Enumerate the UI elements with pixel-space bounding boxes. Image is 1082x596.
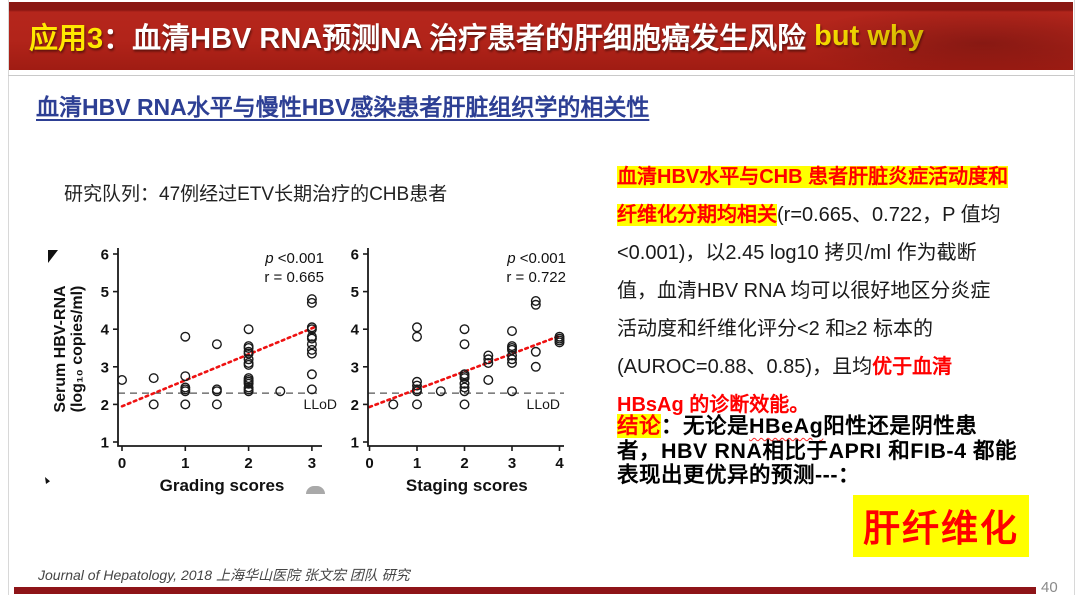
- text-segment: HBeAg: [749, 414, 824, 438]
- svg-text:1: 1: [413, 455, 421, 472]
- svg-text:2: 2: [101, 397, 109, 414]
- data-points: [388, 295, 565, 410]
- gray-semicircle-decoration: [306, 486, 325, 494]
- svg-text:1: 1: [101, 435, 109, 452]
- stat-annotation: p <0.001: [264, 250, 324, 267]
- page-number: 40: [1041, 579, 1058, 596]
- data-points: [116, 294, 317, 410]
- text-segment: 结论: [617, 414, 662, 438]
- slide-subtitle: 血清HBV RNA水平与慢性HBV感染患者肝脏组织学的相关性: [36, 94, 650, 120]
- cohort-description: 研究队列：47例经过ETV长期治疗的CHB患者: [64, 184, 448, 205]
- svg-text:3: 3: [351, 359, 359, 376]
- y-axis-title: (log₁₀ copies/ml): [69, 286, 86, 413]
- svg-text:0: 0: [118, 455, 126, 472]
- slide-header: 应用3 ：血清HBV RNA预测NA 治疗患者的肝细胞癌发生风险 but why: [9, 2, 1073, 70]
- stat-annotation: p <0.001: [506, 250, 566, 267]
- svg-text:6: 6: [101, 247, 109, 264]
- svg-text:2: 2: [351, 397, 359, 414]
- svg-text:3: 3: [308, 455, 316, 472]
- text-segment: ：无论是: [661, 414, 750, 438]
- text-segment: (r=0.665、0.722，P 值均 <0.001)，以2.45 log10 …: [617, 204, 1001, 378]
- citation: Journal of Hepatology, 2018 上海华山医院 张文宏 团…: [38, 567, 410, 583]
- llod-line: LLoD: [118, 392, 337, 412]
- final-highlight-label: 肝纤维化: [853, 495, 1029, 557]
- svg-text:3: 3: [101, 359, 109, 376]
- svg-text:2: 2: [460, 455, 468, 472]
- text-segment: 优于血清HBsAg 的诊断效能。: [617, 356, 953, 416]
- trend-line: [120, 324, 319, 408]
- svg-text:0: 0: [365, 455, 373, 472]
- svg-text:1: 1: [181, 455, 189, 472]
- llod-label: LLoD: [527, 396, 560, 412]
- svg-text:4: 4: [101, 322, 110, 339]
- conclusion-paragraph: 结论：无论是HBeAg阳性还是阴性患者，HBV RNA相比于APRI 和FIB-…: [617, 414, 1017, 488]
- svg-text:4: 4: [351, 322, 360, 339]
- header-prefix: 应用3: [29, 23, 104, 55]
- svg-text:2: 2: [244, 455, 252, 472]
- x-axis-title: Grading scores: [160, 476, 285, 495]
- y-axis-title: Serum HBV-RNA: [52, 285, 69, 413]
- svg-text:1: 1: [351, 435, 359, 452]
- text-segment: 血清HBV水平与CHB 患者肝脏炎症活动度和纤维化分期均相关: [617, 166, 1009, 226]
- svg-text:4: 4: [555, 455, 564, 472]
- stat-annotation: r = 0.722: [506, 269, 566, 286]
- panel-mark-bottom: [45, 477, 50, 484]
- bottom-accent-bar: [14, 587, 1036, 594]
- svg-text:5: 5: [351, 284, 359, 301]
- header-divider: [8, 75, 1074, 76]
- findings-paragraph: 血清HBV水平与CHB 患者肝脏炎症活动度和纤维化分期均相关(r=0.665、0…: [617, 158, 1009, 424]
- header-title: ：血清HBV RNA预测NA 治疗患者的肝细胞癌发生风险: [103, 23, 807, 55]
- llod-label: LLoD: [304, 396, 337, 412]
- x-axis-title: Staging scores: [406, 476, 528, 495]
- stat-annotation: r = 0.665: [264, 269, 324, 286]
- svg-text:5: 5: [101, 284, 109, 301]
- svg-text:3: 3: [508, 455, 516, 472]
- svg-text:6: 6: [351, 247, 359, 264]
- panel-mark-top: [48, 250, 58, 263]
- llod-line: LLoD: [368, 392, 564, 412]
- text-segment: 阳性还是阴性患者，HBV RNA相比于APRI 和FIB-4 都能表现出更优异的…: [617, 414, 1018, 487]
- header-emphasis: but why: [806, 19, 924, 52]
